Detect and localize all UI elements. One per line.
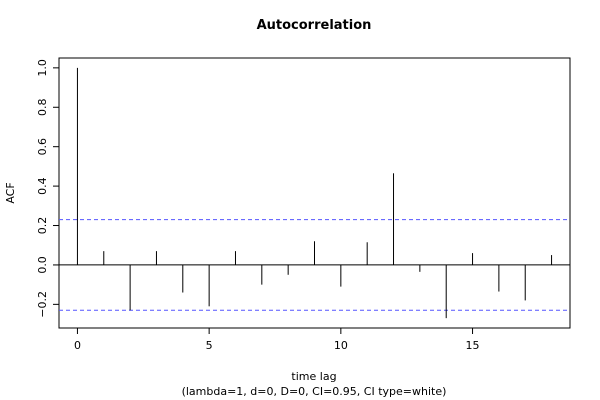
y-tick-label: 0.2 [36, 217, 49, 235]
y-tick-label: 0.0 [36, 256, 49, 274]
x-tick-label: 15 [466, 339, 480, 352]
confidence-bands [59, 219, 570, 311]
y-axis-label: ACF [4, 182, 17, 203]
y-tick-label: 0.4 [36, 177, 49, 195]
x-axis-label: time lag [291, 370, 336, 383]
y-tick-label: 0.8 [36, 99, 49, 117]
x-tick-label: 0 [74, 339, 81, 352]
x-tick-label: 5 [206, 339, 213, 352]
chart-subtitle: (lambda=1, d=0, D=0, CI=0.95, CI type=wh… [182, 385, 447, 398]
x-axis: 0 5 10 15 [74, 328, 480, 352]
plot-frame [58, 57, 571, 329]
y-tick-label: 0.6 [36, 138, 49, 156]
acf-bars [76, 67, 553, 319]
x-tick-label: 10 [334, 339, 348, 352]
y-tick-label: −0.2 [36, 291, 49, 318]
y-axis: −0.2 0.0 0.2 0.4 0.6 0.8 1.0 [36, 59, 59, 318]
y-tick-label: 1.0 [36, 59, 49, 77]
chart-title: Autocorrelation [257, 18, 372, 33]
